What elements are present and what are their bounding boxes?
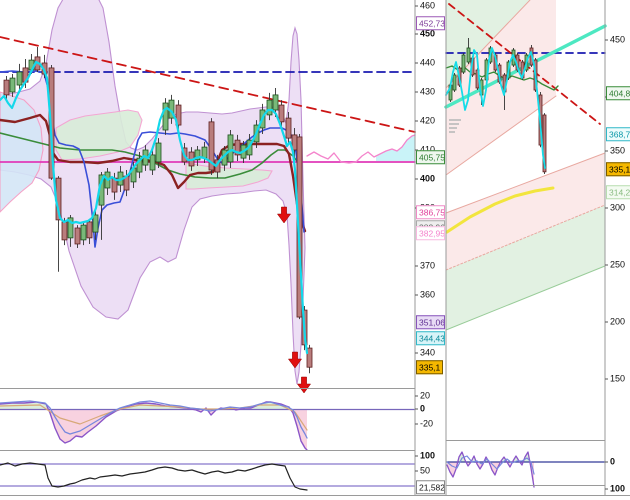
- watermark-line: [449, 127, 457, 129]
- sell-signal-arrow-icon: [276, 206, 292, 224]
- candle-body: [278, 104, 285, 123]
- yellow-curve: [445, 186, 555, 234]
- osc-purple: [0, 401, 308, 451]
- candle-body: [461, 54, 466, 73]
- watermark-line: [449, 131, 455, 133]
- candle-body: [306, 347, 313, 368]
- senkou-pink-future: [306, 134, 416, 164]
- downtrend-dashed: [0, 36, 416, 133]
- candle-body: [155, 142, 162, 163]
- candle-body: [61, 221, 68, 241]
- sell-signal-arrow-icon: [287, 351, 303, 369]
- candle-body: [201, 146, 208, 159]
- candle-body: [3, 79, 10, 96]
- future-kumo-cyan: [376, 135, 415, 161]
- osc-blue: [446, 455, 535, 475]
- candle-body: [266, 99, 273, 116]
- fast-cyan: [0, 60, 309, 355]
- main-chart: [0, 0, 418, 495]
- stochastic-panel: [0, 462, 415, 491]
- candle-body: [136, 157, 143, 173]
- downtrend-dashed: [448, 3, 601, 125]
- candle-body: [285, 117, 292, 139]
- channel-green-low: [446, 205, 605, 330]
- candle-body: [149, 154, 156, 171]
- osc-purple-fill: [457, 452, 466, 462]
- candle-body: [208, 121, 215, 171]
- candle-body: [162, 102, 169, 131]
- osc-purple: [446, 451, 535, 488]
- osc-purple-fill: [290, 409, 307, 450]
- green-kumo-2: [185, 162, 273, 190]
- channel-pink-low: [446, 153, 605, 270]
- candle-body: [194, 149, 201, 161]
- channel-line-c: [445, 152, 606, 214]
- watermark-icon: [449, 119, 461, 133]
- candle-body: [74, 227, 81, 245]
- channel-line-e: [445, 265, 606, 331]
- fast-cyan: [445, 47, 546, 169]
- candle-body: [86, 221, 93, 239]
- oscillator-panel: [446, 451, 605, 488]
- osc-tan: [0, 404, 308, 431]
- candle-body: [175, 104, 182, 126]
- watermark-line: [449, 119, 461, 121]
- candle-body: [542, 114, 547, 173]
- overview-chart: [444, 0, 608, 495]
- candle-body: [234, 139, 241, 156]
- candle-body: [9, 77, 16, 93]
- osc-blue: [0, 400, 308, 439]
- stoch-black: [0, 462, 308, 491]
- channel-line-d: [445, 204, 606, 271]
- candle-body: [452, 74, 457, 91]
- bollinger-cloud: [0, 0, 306, 385]
- candle-body: [296, 136, 303, 318]
- oscillator-macd-panel: [0, 400, 415, 451]
- ma-green: [0, 132, 301, 179]
- sell-signal-arrow-icon: [296, 376, 312, 394]
- candle-body: [227, 134, 234, 163]
- osc-purple-fill: [489, 462, 501, 475]
- candle-body: [80, 224, 87, 241]
- ma-blue: [0, 70, 305, 248]
- candle-body: [16, 71, 23, 86]
- candle-body: [92, 214, 99, 233]
- candle-body: [67, 217, 74, 239]
- candle-body: [466, 47, 471, 63]
- candle-body: [272, 94, 279, 111]
- channel-line-b: [445, 95, 557, 176]
- watermark-line: [449, 123, 459, 125]
- osc-purple-fill: [447, 462, 458, 477]
